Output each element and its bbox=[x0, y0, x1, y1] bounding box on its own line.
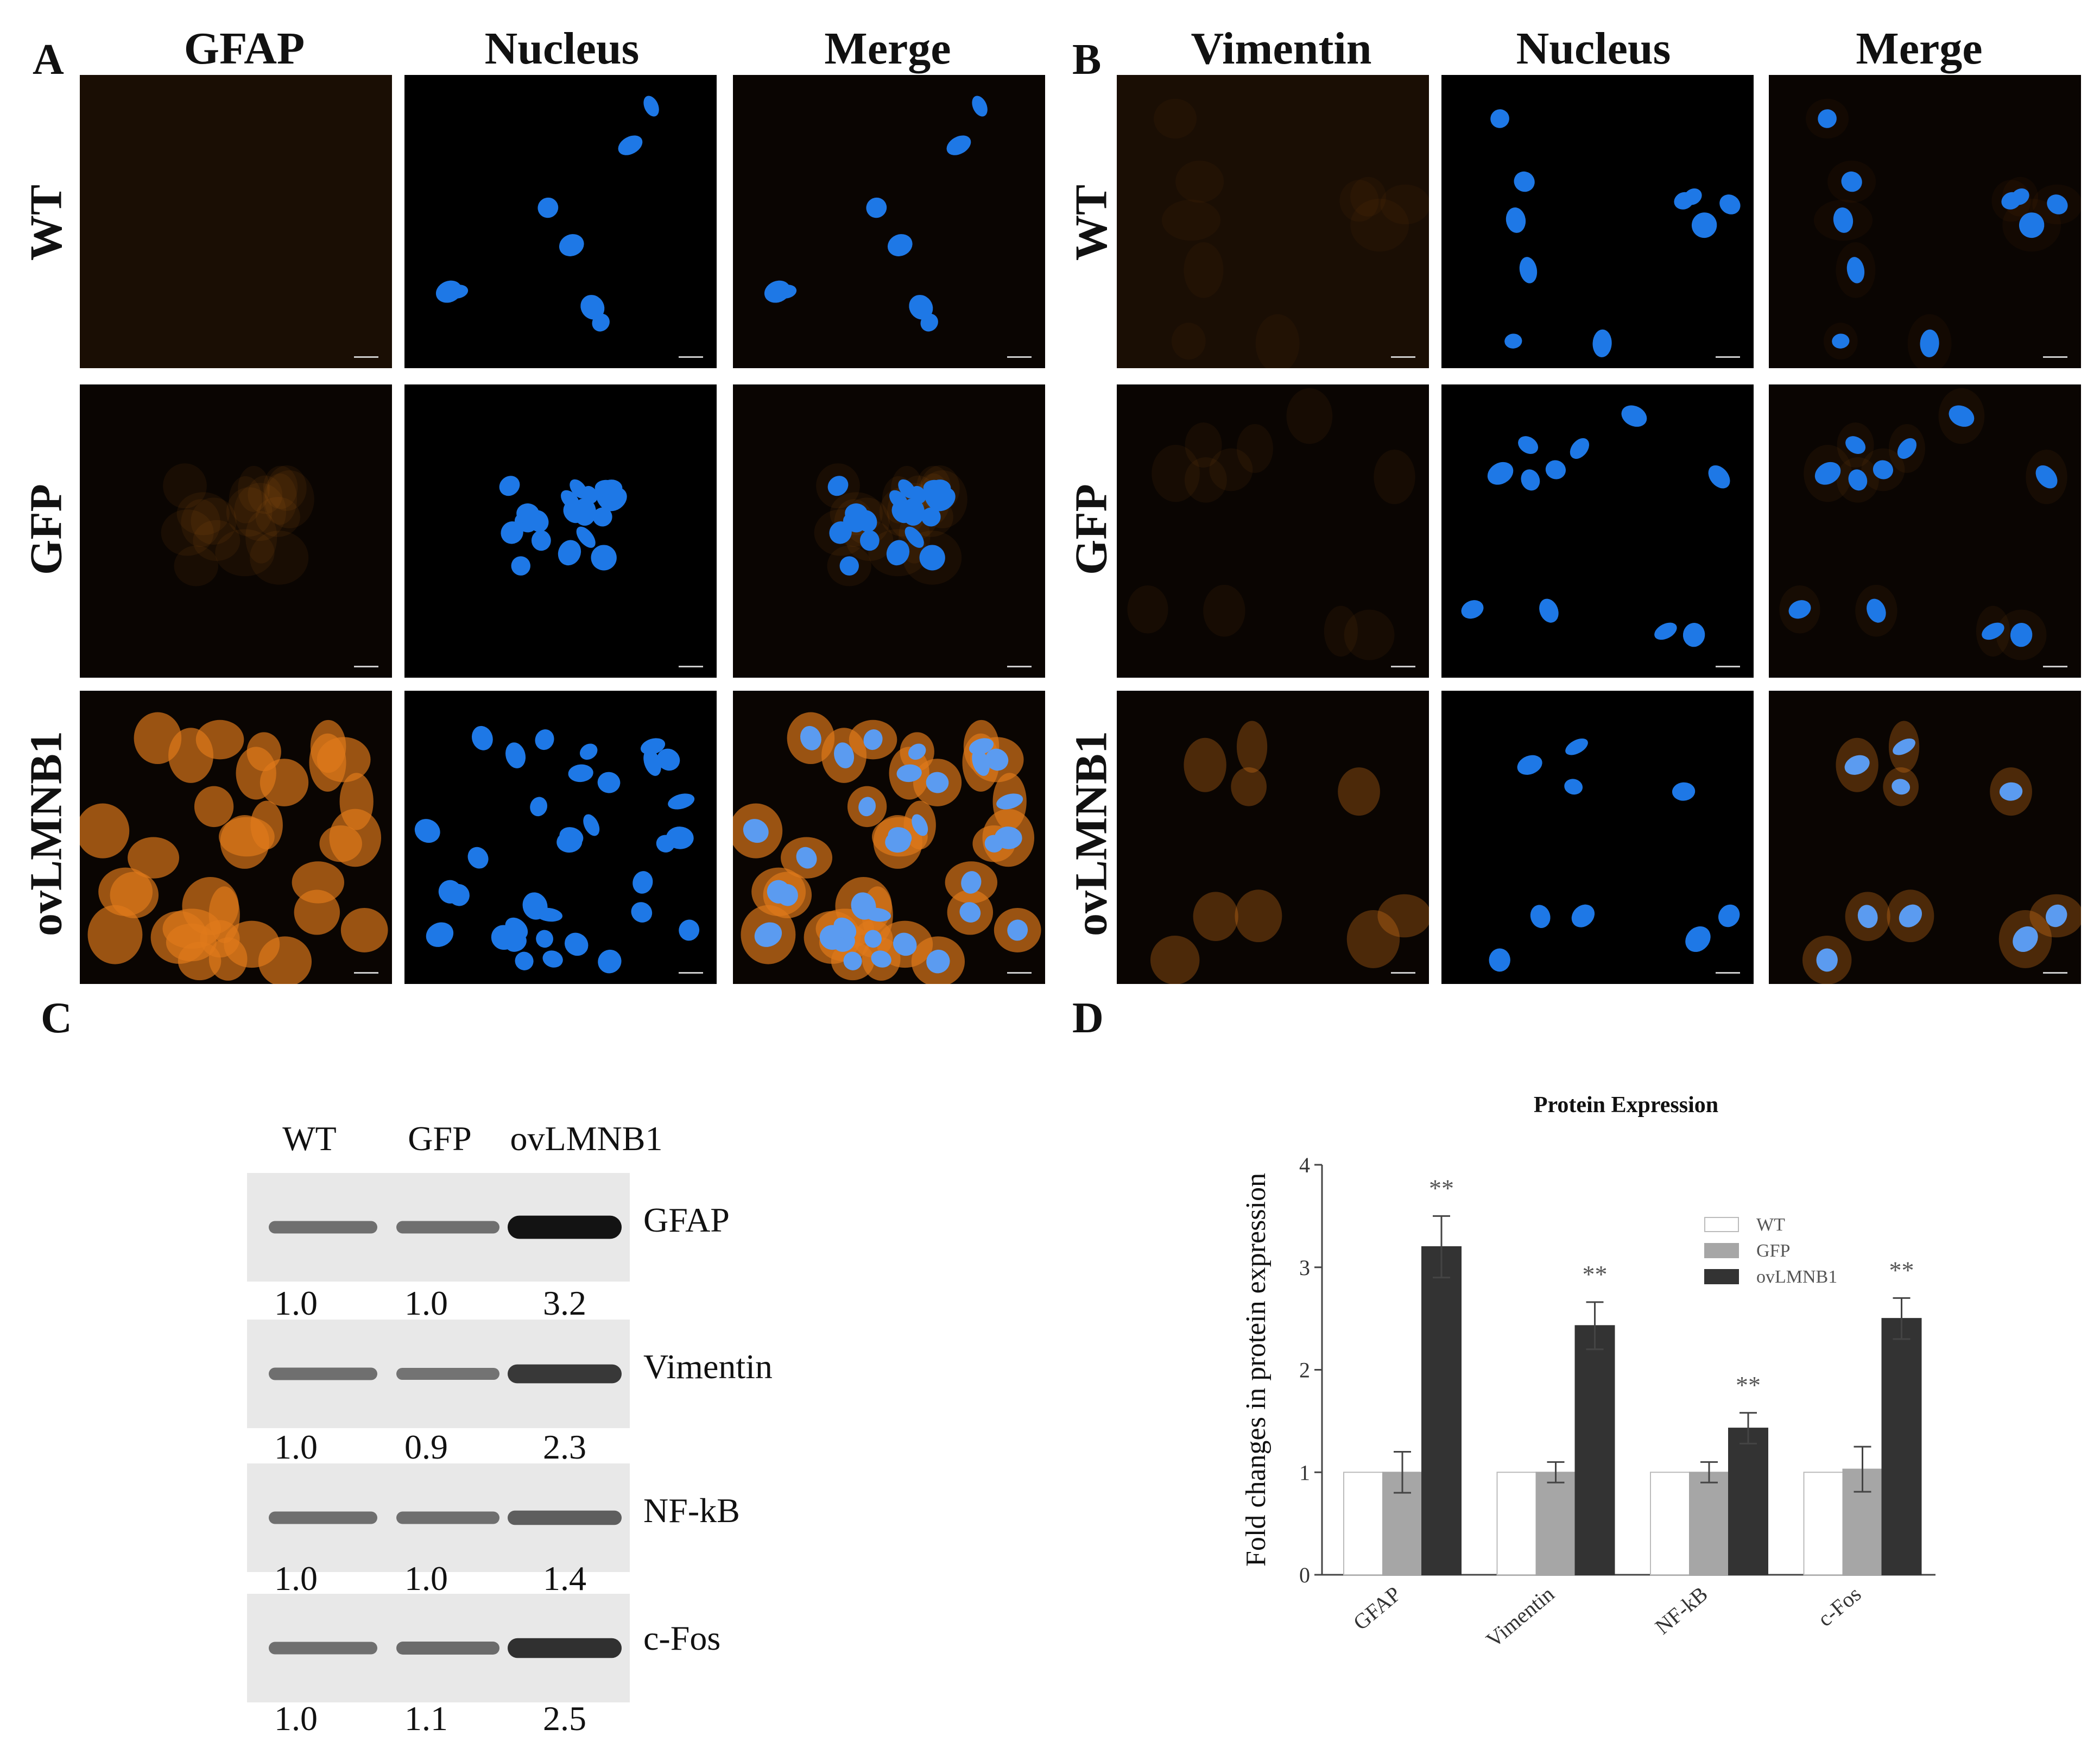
wb-val-nfkb-ov: 1.4 bbox=[543, 1559, 586, 1598]
micrograph-a-merge-ovlmnb1 bbox=[733, 691, 1045, 984]
wb-val-cfos-gfp: 1.1 bbox=[404, 1699, 448, 1738]
panel-a-row-gfp: GFP bbox=[21, 484, 72, 575]
y-tick-label: 2 bbox=[1299, 1358, 1310, 1383]
y-tick-label: 1 bbox=[1299, 1460, 1310, 1485]
bar-WT-GFAP bbox=[1343, 1472, 1383, 1575]
micrograph-b-stain-wt bbox=[1117, 75, 1429, 368]
wb-val-vimentin-ov: 2.3 bbox=[543, 1428, 586, 1466]
micrograph-b-merge-wt bbox=[1769, 75, 2081, 368]
micrograph-a-stain-ovlmnb1 bbox=[80, 691, 392, 984]
wb-val-nfkb-wt: 1.0 bbox=[274, 1559, 318, 1598]
y-tick-label: 0 bbox=[1299, 1563, 1310, 1587]
panel-b-row-wt: WT bbox=[1066, 184, 1117, 261]
bar-WT-NF-kB bbox=[1650, 1472, 1690, 1575]
chart-title: Protein Expression bbox=[1534, 1093, 1718, 1118]
micrograph-b-nucleus-ovlmnb1 bbox=[1441, 691, 1754, 984]
wb-blot-gfap bbox=[247, 1173, 630, 1282]
panel-b-row-ovlmnb1: ovLMNB1 bbox=[1066, 731, 1117, 936]
micrograph-a-nucleus-ovlmnb1 bbox=[404, 691, 717, 984]
y-tick-label: 4 bbox=[1299, 1153, 1310, 1177]
wb-lane-gfp: GFP bbox=[408, 1119, 472, 1158]
wb-name-cfos: c-Fos bbox=[643, 1619, 721, 1657]
bar-chart: Protein Expression Fold changes in protei… bbox=[1241, 1093, 1935, 1652]
x-tick-label: NF-kB bbox=[1650, 1581, 1712, 1639]
panel-c-label: C bbox=[41, 994, 72, 1042]
significance-mark: ** bbox=[1429, 1174, 1454, 1202]
legend-swatch-GFP bbox=[1704, 1243, 1739, 1258]
wb-val-cfos-ov: 2.5 bbox=[543, 1699, 586, 1738]
panel-b-col-merge: Merge bbox=[1856, 23, 1983, 74]
legend-label-ovLMNB1: ovLMNB1 bbox=[1756, 1267, 1837, 1287]
legend-label-GFP: GFP bbox=[1756, 1241, 1790, 1261]
bar-WT-Vimentin bbox=[1496, 1472, 1537, 1575]
panel-b-row-gfp: GFP bbox=[1066, 484, 1117, 575]
bar-GFP-NF-kB bbox=[1689, 1472, 1729, 1575]
bar-WT-c-Fos bbox=[1803, 1472, 1844, 1575]
wb-val-nfkb-gfp: 1.0 bbox=[404, 1559, 448, 1598]
micrograph-a-stain-gfp bbox=[80, 384, 392, 678]
x-tick-label: c-Fos bbox=[1813, 1581, 1865, 1631]
y-axis-label: Fold changes in protein expression bbox=[1241, 1173, 1272, 1567]
wb-val-gfap-ov: 3.2 bbox=[543, 1284, 586, 1322]
wb-val-gfap-gfp: 1.0 bbox=[404, 1284, 448, 1322]
micrograph-a-nucleus-wt bbox=[404, 75, 717, 368]
panel-b-label: B bbox=[1072, 36, 1102, 84]
wb-lane-ovlmnb1: ovLMNB1 bbox=[510, 1119, 663, 1158]
micrograph-b-stain-gfp bbox=[1117, 384, 1429, 678]
legend-swatch-WT bbox=[1704, 1217, 1739, 1232]
wb-name-nfkb: NF-kB bbox=[643, 1491, 740, 1530]
micrograph-b-merge-ovlmnb1 bbox=[1769, 691, 2081, 984]
wb-val-vimentin-wt: 1.0 bbox=[274, 1428, 318, 1466]
significance-mark: ** bbox=[1583, 1260, 1608, 1288]
wb-name-gfap: GFAP bbox=[643, 1201, 730, 1239]
wb-blot-nfkb bbox=[247, 1463, 630, 1572]
micrograph-a-merge-gfp bbox=[733, 384, 1045, 678]
micrograph-a-merge-wt bbox=[733, 75, 1045, 368]
wb-lane-wt: WT bbox=[282, 1119, 337, 1158]
x-tick-label: GFAP bbox=[1349, 1581, 1406, 1635]
panel-a-row-ovlmnb1: ovLMNB1 bbox=[21, 731, 72, 936]
legend-swatch-ovLMNB1 bbox=[1704, 1269, 1739, 1284]
panel-a-label: A bbox=[33, 36, 64, 84]
panel-b-col-vimentin: Vimentin bbox=[1191, 23, 1372, 74]
panel-a-col-nucleus: Nucleus bbox=[484, 23, 640, 74]
significance-mark: ** bbox=[1889, 1256, 1914, 1284]
bar-ovLMNB1-Vimentin bbox=[1574, 1325, 1615, 1575]
wb-val-cfos-wt: 1.0 bbox=[274, 1699, 318, 1738]
wb-blot-cfos bbox=[247, 1594, 630, 1702]
micrograph-b-nucleus-wt bbox=[1441, 75, 1754, 368]
panel-d-label: D bbox=[1072, 994, 1104, 1042]
wb-name-vimentin: Vimentin bbox=[643, 1347, 773, 1386]
panel-a-col-merge: Merge bbox=[824, 23, 951, 74]
micrograph-b-nucleus-gfp bbox=[1441, 384, 1754, 678]
wb-val-vimentin-gfp: 0.9 bbox=[404, 1428, 448, 1466]
micrograph-b-stain-ovlmnb1 bbox=[1117, 691, 1429, 984]
bar-ovLMNB1-c-Fos bbox=[1881, 1318, 1922, 1575]
panel-a-col-gfap: GFAP bbox=[184, 23, 305, 74]
x-tick-label: Vimentin bbox=[1481, 1581, 1559, 1652]
significance-mark: ** bbox=[1736, 1371, 1761, 1399]
bar-ovLMNB1-NF-kB bbox=[1728, 1428, 1768, 1576]
micrograph-a-nucleus-gfp bbox=[404, 384, 717, 678]
wb-val-gfap-wt: 1.0 bbox=[274, 1284, 318, 1322]
wb-blot-vimentin bbox=[247, 1320, 630, 1428]
y-tick-label: 3 bbox=[1299, 1255, 1310, 1280]
panel-a-row-wt: WT bbox=[21, 184, 72, 261]
legend-label-WT: WT bbox=[1756, 1215, 1785, 1235]
micrograph-a-stain-wt bbox=[80, 75, 392, 368]
panel-b-col-nucleus: Nucleus bbox=[1516, 23, 1671, 74]
micrograph-b-merge-gfp bbox=[1769, 384, 2081, 678]
bar-GFP-Vimentin bbox=[1535, 1472, 1576, 1575]
bar-ovLMNB1-GFAP bbox=[1421, 1246, 1462, 1575]
